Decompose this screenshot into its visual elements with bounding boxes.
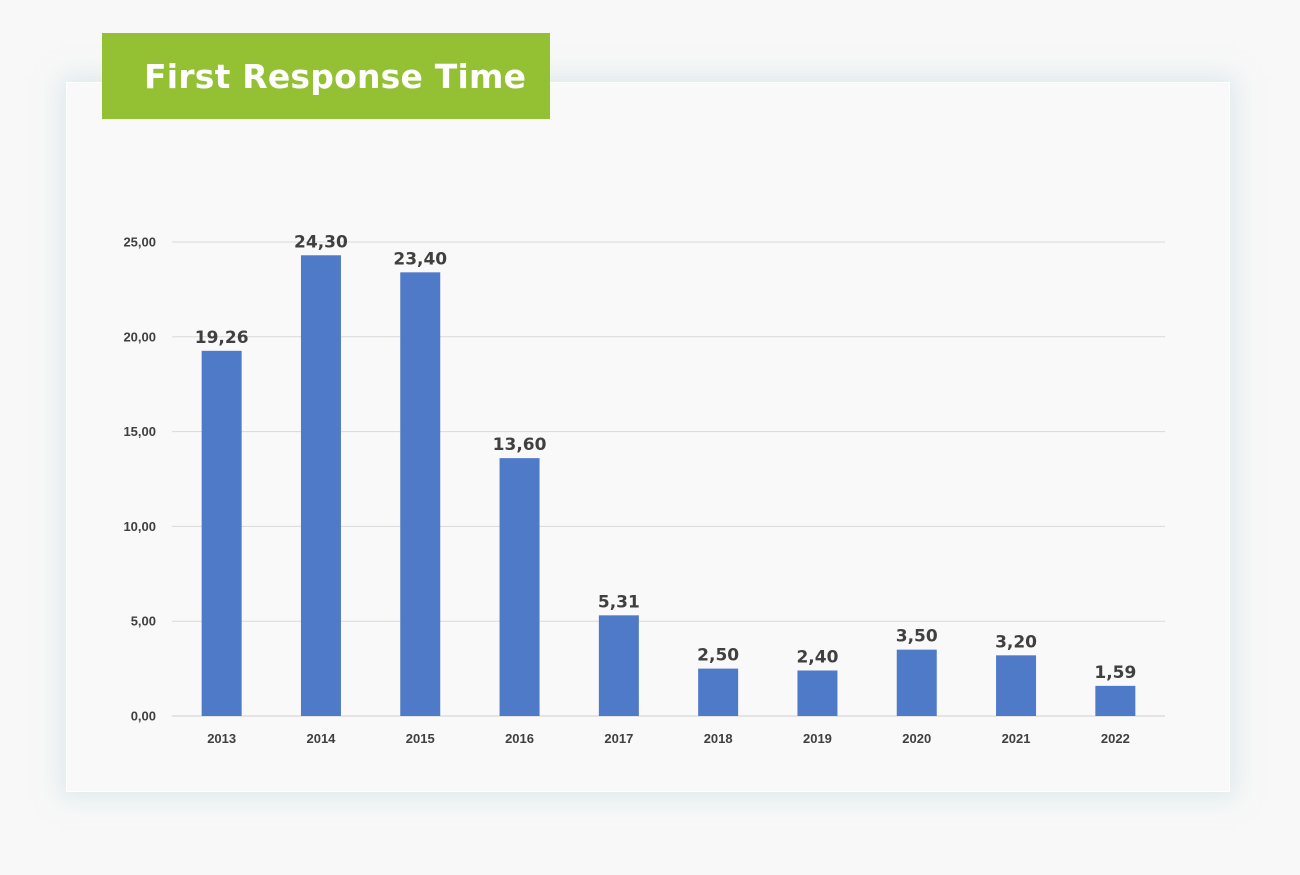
y-tick-label: 15,00 (123, 424, 156, 439)
y-tick-label: 10,00 (123, 519, 156, 534)
bar (499, 458, 540, 716)
bar (698, 668, 739, 716)
data-label: 19,26 (195, 328, 249, 348)
bar (896, 649, 937, 716)
data-label: 2,50 (697, 646, 739, 666)
y-tick-label: 20,00 (123, 329, 156, 344)
y-tick-label: 25,00 (123, 235, 156, 250)
x-tick-label: 2021 (1002, 731, 1031, 746)
data-label: 3,20 (995, 632, 1037, 652)
bar-layer (201, 255, 1136, 716)
bar (1095, 685, 1136, 716)
data-label: 3,50 (896, 627, 938, 647)
chart-title: First Response Time (144, 56, 527, 96)
bar (201, 350, 242, 716)
x-tick-label: 2015 (406, 731, 435, 746)
bar (300, 255, 341, 716)
chart-title-banner: First Response Time (102, 33, 550, 119)
x-tick-label: 2020 (902, 731, 931, 746)
bar (598, 615, 639, 716)
x-tick-label: 2017 (604, 731, 633, 746)
x-tick-label: 2022 (1101, 731, 1130, 746)
y-tick-label: 0,00 (131, 709, 156, 724)
data-label: 24,30 (294, 232, 348, 252)
data-label: 1,59 (1094, 663, 1136, 683)
bar (996, 655, 1037, 716)
data-label: 5,31 (598, 592, 640, 612)
x-tick-label: 2014 (306, 731, 336, 746)
y-tick-label: 5,00 (131, 614, 156, 629)
data-label: 23,40 (393, 249, 447, 269)
data-label: 2,40 (796, 647, 838, 667)
bar (797, 670, 838, 716)
bar (400, 272, 441, 716)
data-label: 13,60 (493, 435, 547, 455)
x-tick-label: 2013 (207, 731, 236, 746)
label-layer: 19,26 2013 24,30 2014 23,40 2015 13,60 2016 5,31… (195, 232, 1137, 746)
x-tick-label: 2019 (803, 731, 832, 746)
x-tick-label: 2018 (704, 731, 733, 746)
x-tick-label: 2016 (505, 731, 534, 746)
